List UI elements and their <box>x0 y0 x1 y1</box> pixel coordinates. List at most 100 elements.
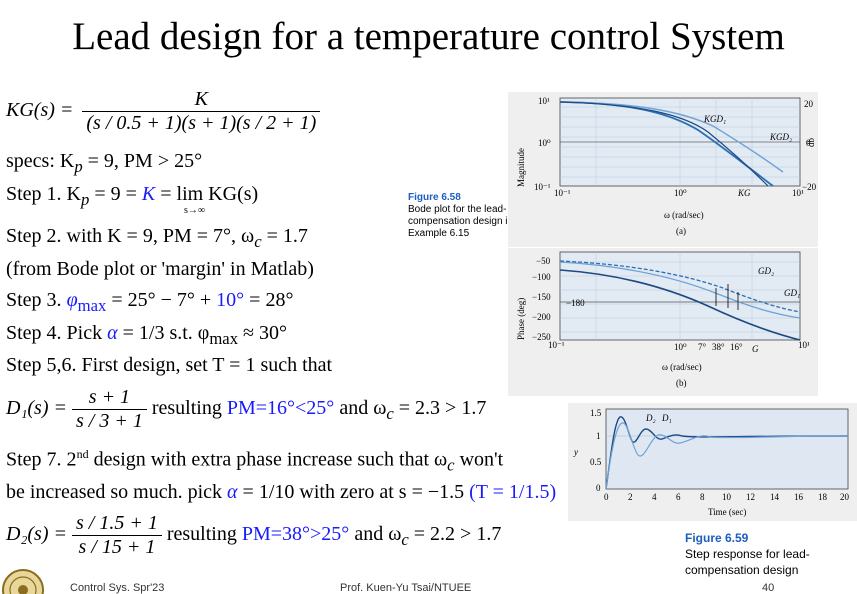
kg-lhs: KG(s) = <box>6 99 74 122</box>
step3-eq: = 25° − 7° + <box>106 289 217 311</box>
phase-xextra-1: 38° <box>712 342 725 352</box>
step7b-line: be increased so much. pick α = 1/10 with… <box>6 481 556 504</box>
magnitude-plot: Magnitude 10¹ 10⁰ 10⁻¹ 10⁻¹ 10⁰ 10¹ ω (r… <box>508 92 818 247</box>
kg-fraction: K (s / 0.5 + 1)(s + 1)(s / 2 + 1) <box>82 88 321 135</box>
step1-line: Step 1. Kp = 9 = K = lim KG(s) s→∞ <box>6 183 259 216</box>
d1-numerator: s + 1 <box>72 386 147 410</box>
curve-d1: D₁ <box>661 413 672 423</box>
curve-d2: D₂ <box>645 413 656 423</box>
step4-post: ≈ 30° <box>238 322 288 344</box>
step2-line: Step 2. with K = 9, PM = 7°, ωc = 1.7 <box>6 225 308 252</box>
step1-mid: = 9 = <box>89 183 142 205</box>
figure-659-label: Figure 6.59 <box>685 531 749 545</box>
d1-lhs: D₁(s) = <box>6 397 67 420</box>
mag-xlabel: ω (rad/sec) <box>664 210 704 220</box>
d2-pm: PM=38°>25° <box>241 523 350 546</box>
step3-line: Step 3. φmax = 25° − 7° + 10° = 28° <box>6 289 293 316</box>
step-ytick-2: 0.5 <box>590 457 602 467</box>
step3-subscript: max <box>77 296 107 315</box>
step-xtick-10: 20 <box>840 492 850 502</box>
phase-ytick-2: −150 <box>532 292 551 302</box>
phase-xextra-0: 7° <box>698 342 707 352</box>
curve-g: G <box>752 344 759 354</box>
phase-ytick-3: −200 <box>532 312 551 322</box>
step7b-pre: be increased so much. pick <box>6 481 228 503</box>
step4-pre: Step 4. Pick <box>6 322 108 344</box>
step-xtick-4: 8 <box>700 492 705 502</box>
figure-658-text: Bode plot for the lead-compensation desi… <box>408 204 514 239</box>
d2-end: = 2.2 > 1.7 <box>408 523 502 546</box>
step1-post: = lim KG(s) <box>155 183 259 205</box>
step7-pre: Step 7. 2 <box>6 448 77 471</box>
figure-659-text: Step response for lead-compensation desi… <box>685 547 810 577</box>
step4-subscript: max <box>209 329 239 348</box>
d2-lhs: D₂(s) = <box>6 523 67 546</box>
d1-end: = 2.3 > 1.7 <box>393 397 487 420</box>
step1-lim-sub: s→∞ <box>184 205 206 216</box>
phase-xtick-0: 10⁻¹ <box>548 340 565 350</box>
curve-kgd2: KGD₂ <box>769 132 792 142</box>
d2-subscript: c <box>401 530 409 550</box>
d1-equation: D₁(s) = s + 1 s / 3 + 1 resulting PM=16°… <box>6 386 486 433</box>
specs-text: specs: K <box>6 150 75 172</box>
phase-ytick-0: −50 <box>536 256 551 266</box>
step-xtick-6: 12 <box>746 492 755 502</box>
mag-ytick-0: 10¹ <box>538 96 550 106</box>
db-label: db <box>806 138 816 148</box>
step7-end: won't <box>454 448 504 471</box>
specs-line: specs: Kp = 9, PM > 25° <box>6 150 202 177</box>
phase-plot: Phase (deg) −50 −100 −150 −200 −250 −180… <box>508 248 818 396</box>
step-xtick-0: 0 <box>604 492 609 502</box>
bode-note: (from Bode plot or 'margin' in Matlab) <box>6 258 314 280</box>
specs-rest: = 9, PM > 25° <box>82 150 203 172</box>
db-tick-0: 20 <box>804 99 814 109</box>
step2-post: = 1.7 <box>261 225 308 247</box>
mag-xtick-1: 10⁰ <box>674 188 687 198</box>
step3-pre: Step 3. <box>6 289 67 311</box>
footer-left: Control Sys. Spr'23 <box>70 582 165 594</box>
step-xtick-7: 14 <box>770 492 780 502</box>
step2-text: Step 2. with K = 9, PM = 7°, ω <box>6 225 255 247</box>
step-ylabel: y <box>573 447 578 457</box>
d2-result-pre: resulting <box>161 523 242 546</box>
step-xtick-5: 10 <box>722 492 732 502</box>
phase-ylabel: Phase (deg) <box>516 298 526 340</box>
step4-mid: = 1/3 s.t. φ <box>117 322 210 344</box>
curve-gd1: GD₁ <box>784 288 800 298</box>
kg-equation: KG(s) = K (s / 0.5 + 1)(s + 1)(s / 2 + 1… <box>6 88 321 135</box>
step3-post: = 28° <box>244 289 294 311</box>
step7-subscript: c <box>447 455 455 475</box>
d1-pm: PM=16°<25° <box>226 397 335 420</box>
footer-mid: Prof. Kuen-Yu Tsai/NTUEE <box>340 582 472 594</box>
step-ytick-3: 0 <box>596 483 601 493</box>
step7b-t: (T = 1/1.5) <box>469 481 557 503</box>
step-xtick-1: 2 <box>628 492 633 502</box>
step7-line: Step 7. 2nd design with extra phase incr… <box>6 447 503 476</box>
step-xtick-8: 16 <box>794 492 804 502</box>
step-ytick-1: 1 <box>596 431 601 441</box>
step7-post: design with extra phase increase such th… <box>88 448 448 471</box>
d1-result-pre: resulting <box>146 397 227 420</box>
step-response-plot: y 1.5 1 0.5 0 0 2 4 6 8 10 12 14 16 18 2… <box>568 403 857 521</box>
step2-subscript: c <box>254 232 262 251</box>
specs-subscript: p <box>74 157 83 176</box>
step1-pre: Step 1. K <box>6 183 81 205</box>
phase-xextra-2: 16° <box>730 342 743 352</box>
step-xtick-2: 4 <box>652 492 657 502</box>
mag-ytick-2: 10⁻¹ <box>534 182 551 192</box>
figure-658-label: Figure 6.58 <box>408 192 461 203</box>
kg-numerator: K <box>82 88 321 112</box>
phase-ref: −180 <box>566 298 585 308</box>
figure-659-caption: Figure 6.59 Step response for lead-compe… <box>685 530 855 578</box>
d2-equation: D₂(s) = s / 1.5 + 1 s / 15 + 1 resulting… <box>6 512 501 559</box>
university-seal-icon <box>2 569 44 594</box>
step7b-alpha: α <box>227 481 238 503</box>
footer-right: 40 <box>762 582 775 594</box>
d1-subscript: c <box>386 404 394 424</box>
curve-kg: KG <box>737 188 751 198</box>
d2-result-post: and ω <box>349 523 402 546</box>
step-xtick-3: 6 <box>676 492 681 502</box>
step4-alpha: α <box>107 322 118 344</box>
phase-xlabel: ω (rad/sec) <box>662 362 702 372</box>
step1-subscript: p <box>81 190 90 209</box>
